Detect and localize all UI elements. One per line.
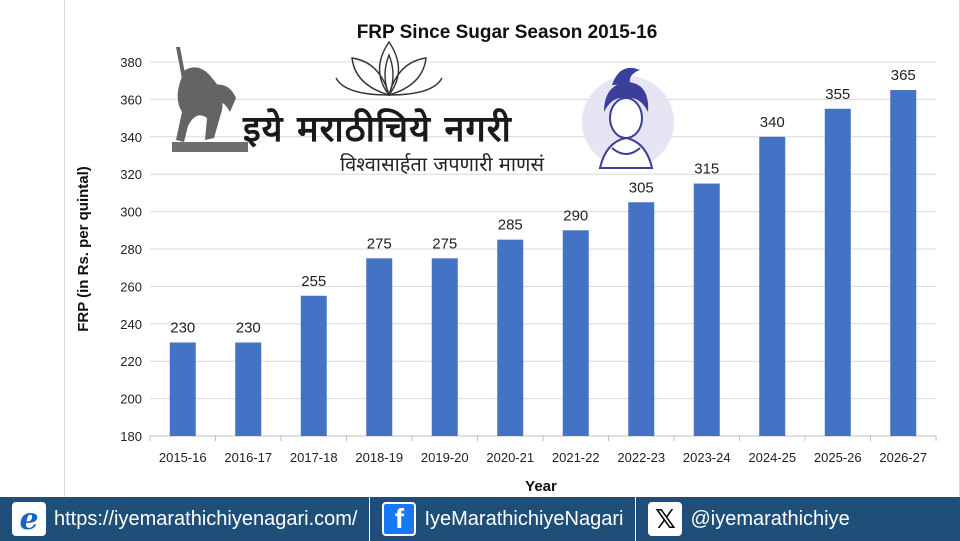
x-axis-title: Year [525, 478, 557, 495]
y-tick-label: 340 [120, 130, 142, 145]
x-tick-label: 2019-20 [421, 450, 469, 465]
bar [824, 108, 851, 436]
bar [890, 90, 917, 437]
bar [759, 136, 786, 437]
website-url: https://iyemarathichiyenagari.com/ [54, 507, 358, 530]
data-label: 305 [629, 179, 654, 196]
twitter-handle: @iyemarathichiye [690, 507, 850, 530]
x-tick-label: 2024-25 [748, 450, 796, 465]
x-tick-label: 2025-26 [814, 450, 862, 465]
twitter-link[interactable]: 𝕏 @iyemarathichiye [648, 497, 850, 541]
bar [235, 342, 262, 436]
x-axis-ticks: 2015-16 2016-17 2017-18 2018-19 2019-20 2020-… [149, 436, 937, 465]
y-tick-label: 380 [120, 55, 142, 70]
x-tick-label: 2023-24 [683, 450, 731, 465]
data-label: 230 [236, 320, 261, 337]
bar [628, 202, 655, 436]
bar [169, 342, 196, 436]
data-label: 275 [432, 235, 457, 252]
data-label: 340 [760, 114, 785, 131]
x-tick-label: 2018-19 [355, 450, 403, 465]
website-link[interactable]: e https://iyemarathichiyenagari.com/ [12, 497, 357, 541]
x-tick-label: 2021-22 [552, 450, 600, 465]
data-label: 275 [367, 235, 392, 252]
x-tick-label: 2022-23 [617, 450, 665, 465]
facebook-icon: f [382, 502, 417, 536]
x-tick-label: 2015-16 [159, 450, 207, 465]
bar [562, 230, 589, 436]
y-tick-label: 280 [120, 242, 142, 257]
x-tick-label: 2020-21 [486, 450, 534, 465]
bar [497, 239, 524, 436]
bar [366, 258, 393, 436]
bar [300, 295, 327, 436]
footer-divider [369, 497, 371, 541]
facebook-link[interactable]: f IyeMarathichiyeNagari [382, 497, 623, 541]
x-tick-label: 2017-18 [290, 450, 338, 465]
bar-chart: FRP Since Sugar Season 2015-16 180 200 220… [75, 22, 937, 495]
data-label: 315 [694, 161, 719, 178]
x-tick-label: 2016-17 [224, 450, 272, 465]
y-tick-label: 360 [120, 92, 142, 107]
gridlines [150, 61, 936, 437]
data-label: 255 [301, 273, 326, 290]
bar [693, 183, 720, 436]
y-axis-title: FRP (in Rs. per quintal) [75, 166, 92, 332]
y-tick-label: 240 [120, 317, 142, 332]
data-labels: 230 230 255 275 275 285 290 305 315 340 355 365 [170, 67, 916, 336]
data-label: 290 [563, 207, 588, 224]
x-tick-label: 2026-27 [879, 450, 927, 465]
y-tick-label: 300 [120, 205, 142, 220]
bar [431, 258, 458, 436]
facebook-handle: IyeMarathichiyeNagari [424, 507, 624, 530]
footer-divider [635, 497, 637, 541]
x-twitter-icon: 𝕏 [648, 502, 683, 536]
y-tick-label: 180 [120, 429, 142, 444]
y-tick-label: 220 [120, 354, 142, 369]
y-axis-ticks: 180 200 220 240 260 280 300 320 340 360 380 [120, 55, 142, 444]
bars [169, 90, 917, 437]
footer-bar: e https://iyemarathichiyenagari.com/ f I… [0, 497, 960, 541]
y-tick-label: 260 [120, 279, 142, 294]
data-label: 230 [170, 320, 195, 337]
y-tick-label: 200 [120, 392, 142, 407]
internet-explorer-icon: e [12, 502, 46, 537]
data-label: 355 [825, 86, 850, 103]
y-tick-label: 320 [120, 167, 142, 182]
data-label: 285 [498, 217, 523, 234]
data-label: 365 [891, 67, 916, 84]
chart-title: FRP Since Sugar Season 2015-16 [357, 22, 658, 43]
